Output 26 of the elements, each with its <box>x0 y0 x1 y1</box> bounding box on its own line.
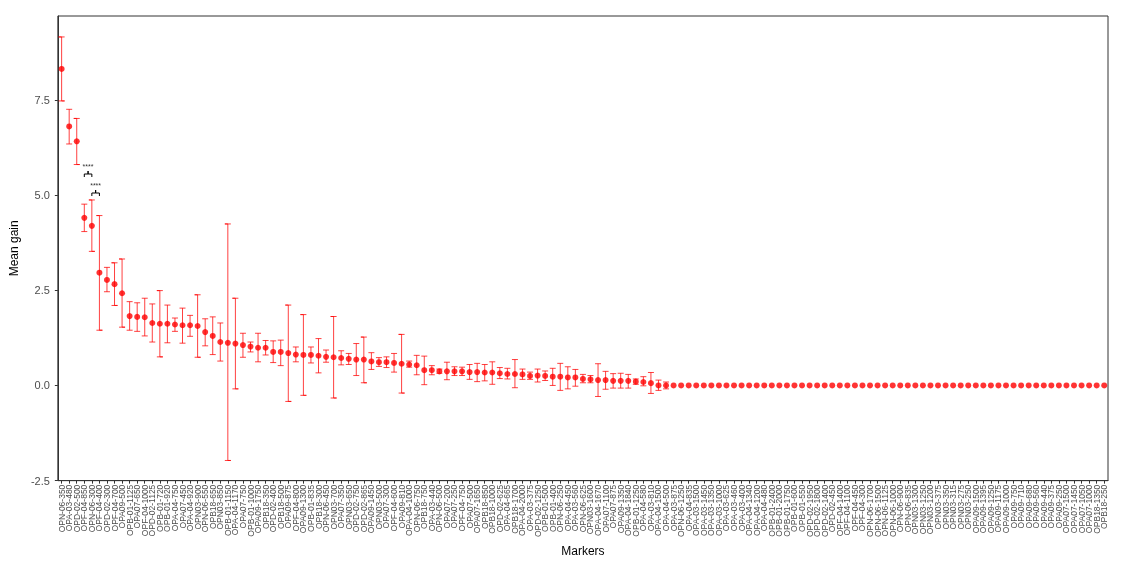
y-axis-title: Mean gain <box>7 220 21 277</box>
x-tick-label: OPA07-300 <box>381 484 392 529</box>
y-tick-label: 2.5 <box>34 284 50 297</box>
x-tick-label: OPA07-1500 <box>1061 484 1072 534</box>
x-tick-label: OPF-04-300 <box>857 484 868 532</box>
y-tick-label: 7.5 <box>34 93 50 106</box>
y-tick-label: 0.0 <box>34 379 50 392</box>
x-tick-label: OPB18-300 <box>313 484 324 530</box>
x-tick-label: OPA-04-1500 <box>653 484 664 537</box>
x-tick-label: OPB-01-1000 <box>245 484 256 537</box>
x-tick-label: OPA07-1450 <box>1069 484 1079 534</box>
x-tick-label: OPN03-1600 <box>585 484 596 535</box>
x-tick-label: OPA07-250 <box>449 484 460 529</box>
y-tick-label: -2.5 <box>30 474 50 487</box>
x-axis-title: Markers <box>561 544 605 558</box>
x-tick-label: OPA07-450 <box>177 484 188 529</box>
x-tick-label: OPN03-1200 <box>925 484 936 535</box>
x-tick-label: OPA-03-625 <box>721 484 732 532</box>
x-tick-label: OPN-06-350 <box>56 484 67 533</box>
y-tick-label: 5.0 <box>34 189 50 202</box>
x-tick-label: OPB-01-600 <box>789 484 800 532</box>
x-tick-label: OPF-04-700 <box>109 484 120 532</box>
x-tick-label: OPB18-250 <box>1099 484 1110 530</box>
x-tick-label: OPA09-1175 <box>993 484 1004 533</box>
x-tick-label: OPA07-1050 <box>1076 484 1087 534</box>
x-tick-label: OPA-04-2000 <box>517 484 528 537</box>
